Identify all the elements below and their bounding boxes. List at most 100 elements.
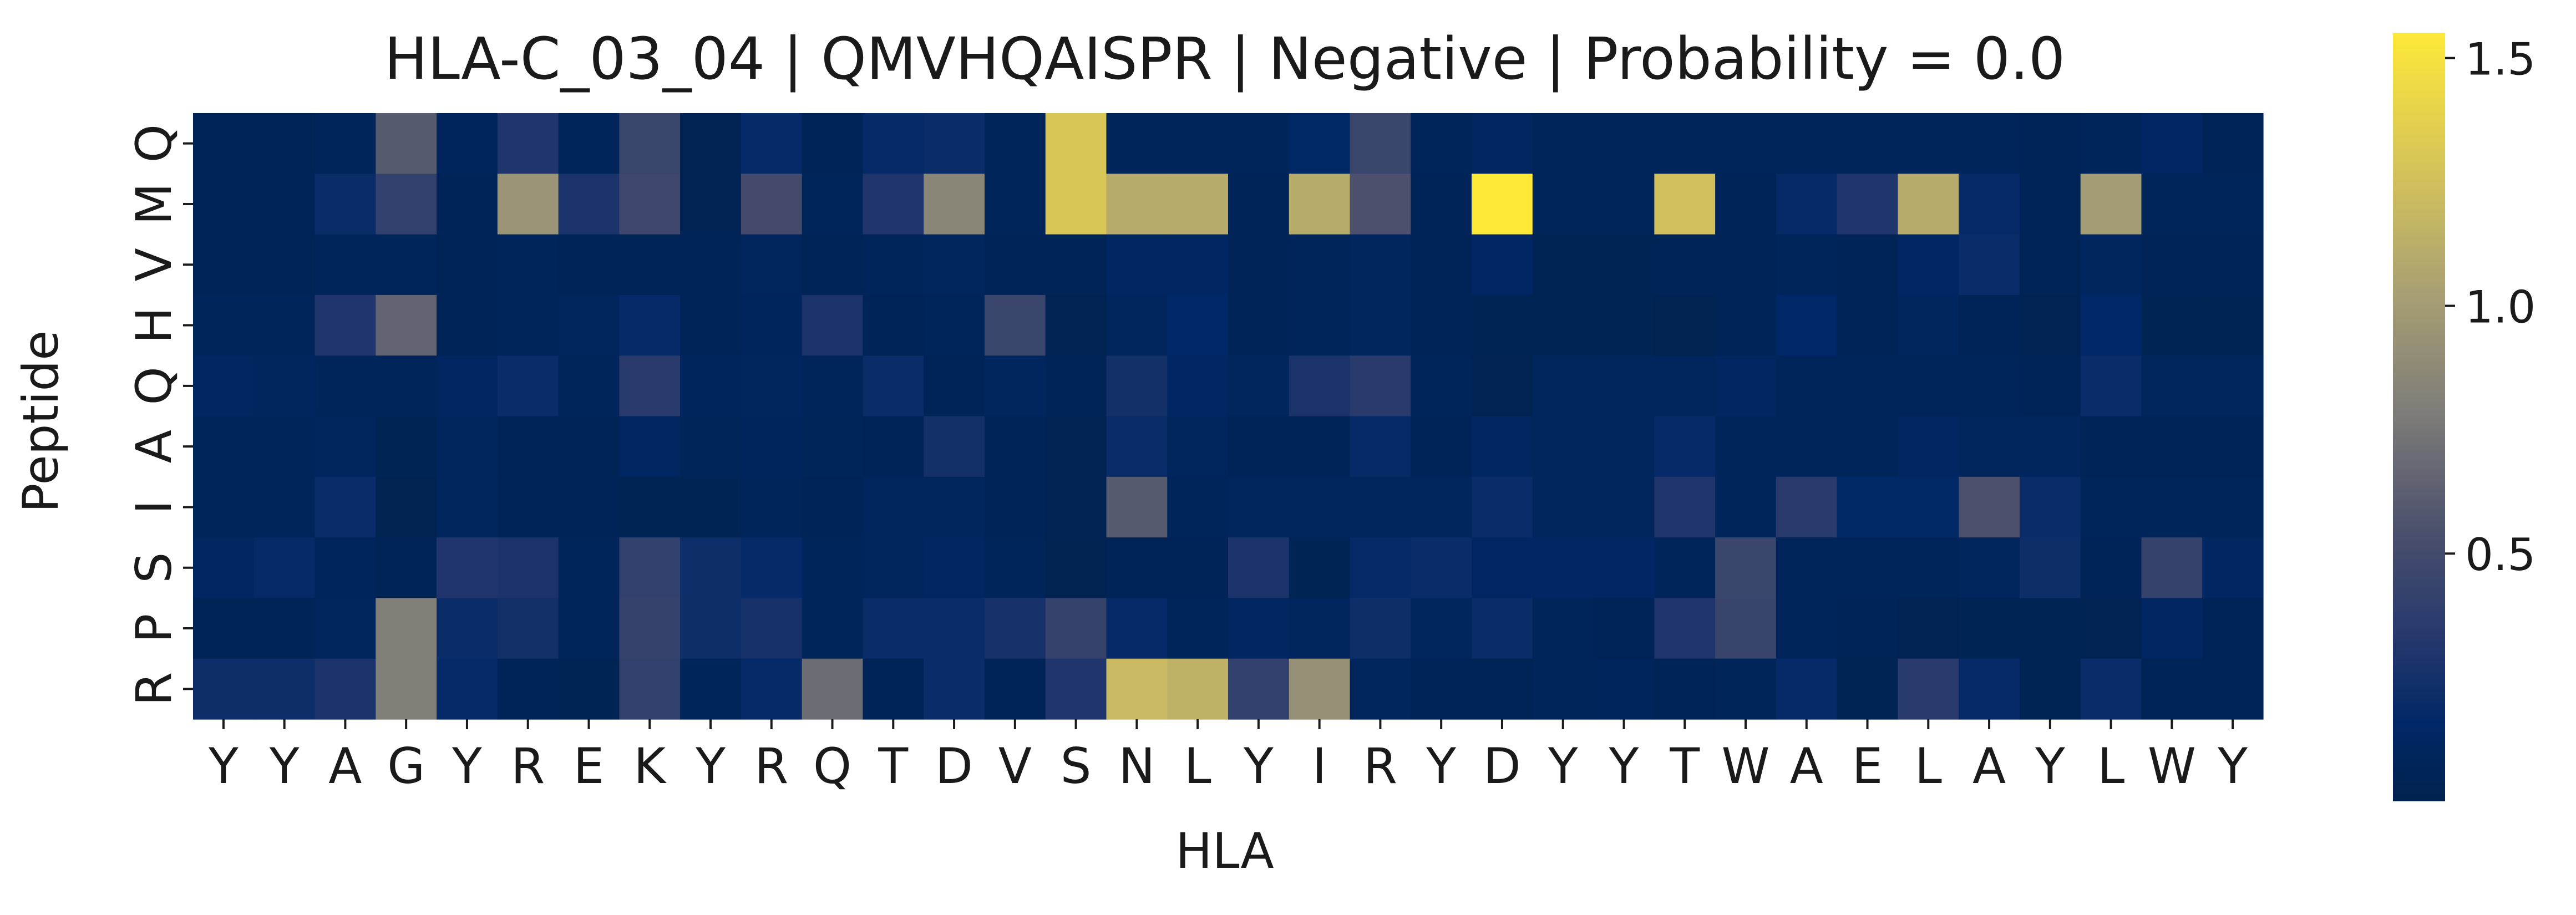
heatmap-cell bbox=[1228, 174, 1290, 235]
heatmap-cell bbox=[984, 355, 1046, 417]
heatmap-cell bbox=[680, 658, 742, 720]
heatmap-cell bbox=[1228, 658, 1290, 720]
heatmap-cell bbox=[680, 416, 742, 477]
x-tick-label: L bbox=[2097, 738, 2124, 795]
heatmap-cell bbox=[1715, 294, 1777, 356]
heatmap-cell bbox=[1228, 355, 1290, 417]
heatmap-cell bbox=[2141, 537, 2203, 598]
heatmap-cell bbox=[1350, 234, 1411, 296]
heatmap-cell bbox=[1837, 234, 1899, 296]
heatmap-cell bbox=[437, 658, 498, 720]
heatmap-cell bbox=[1654, 598, 1716, 659]
heatmap-cell bbox=[680, 113, 742, 174]
heatmap-cell bbox=[253, 416, 316, 477]
heatmap-cell bbox=[2141, 658, 2203, 720]
heatmap-cell bbox=[1837, 294, 1899, 356]
heatmap-cell bbox=[1228, 476, 1290, 538]
heatmap-cell bbox=[984, 416, 1046, 477]
heatmap-cell bbox=[1411, 294, 1472, 356]
heatmap-cell bbox=[1532, 355, 1594, 417]
heatmap-cell bbox=[1106, 234, 1168, 296]
heatmap-cell bbox=[741, 294, 803, 356]
heatmap-cell bbox=[802, 598, 864, 659]
heatmap-cells bbox=[193, 113, 2264, 720]
y-axis-ticks: QMVHQAISPR bbox=[125, 124, 193, 706]
heatmap-cell bbox=[2019, 658, 2081, 720]
heatmap-cell bbox=[680, 598, 742, 659]
heatmap-cell bbox=[437, 476, 498, 538]
heatmap-cell bbox=[1959, 537, 2020, 598]
heatmap-cell bbox=[2202, 416, 2264, 477]
heatmap-cell bbox=[1532, 537, 1594, 598]
heatmap-cell bbox=[802, 537, 864, 598]
x-tick-label: E bbox=[574, 738, 605, 795]
heatmap-cell bbox=[741, 355, 803, 417]
heatmap-cell bbox=[863, 113, 924, 174]
heatmap-cell bbox=[741, 476, 803, 538]
heatmap-cell bbox=[984, 598, 1046, 659]
heatmap-cell bbox=[1411, 598, 1472, 659]
heatmap-cell bbox=[924, 476, 985, 538]
heatmap-cell bbox=[1776, 416, 1838, 477]
heatmap-cell bbox=[1654, 174, 1716, 235]
heatmap-cell bbox=[1106, 416, 1168, 477]
x-tick-label: A bbox=[1972, 738, 2006, 795]
heatmap-cell bbox=[253, 113, 316, 174]
heatmap-cell bbox=[1593, 537, 1655, 598]
heatmap-cell bbox=[2080, 416, 2142, 477]
heatmap-cell bbox=[376, 294, 437, 356]
x-tick-label: R bbox=[754, 738, 788, 795]
x-tick-label: W bbox=[1721, 738, 1769, 795]
heatmap-cell bbox=[315, 416, 376, 477]
heatmap-cell bbox=[1959, 234, 2020, 296]
heatmap-cell bbox=[1350, 537, 1411, 598]
heatmap-cell bbox=[1045, 476, 1107, 538]
heatmap-cell bbox=[315, 234, 376, 296]
x-tick-label: Y bbox=[1426, 738, 1456, 795]
x-tick-label: G bbox=[387, 738, 425, 795]
heatmap-cell bbox=[1532, 598, 1594, 659]
heatmap-cell bbox=[1106, 294, 1168, 356]
colorbar-tick-label: 1.5 bbox=[2465, 34, 2536, 85]
heatmap-cell bbox=[1472, 658, 1533, 720]
heatmap-cell bbox=[1898, 355, 1959, 417]
x-tick-label: Y bbox=[1609, 738, 1639, 795]
heatmap-cell bbox=[315, 113, 376, 174]
heatmap-cell bbox=[2019, 113, 2081, 174]
x-tick-label: A bbox=[1790, 738, 1823, 795]
heatmap-cell bbox=[741, 416, 803, 477]
heatmap-cell bbox=[497, 598, 559, 659]
heatmap-cell bbox=[2019, 416, 2081, 477]
heatmap-cell bbox=[193, 355, 255, 417]
heatmap-cell bbox=[1715, 174, 1777, 235]
heatmap-cell bbox=[376, 476, 437, 538]
x-tick-label: Y bbox=[695, 738, 726, 795]
heatmap-cell bbox=[1167, 113, 1229, 174]
heatmap-cell bbox=[1715, 416, 1777, 477]
heatmap-cell bbox=[1776, 113, 1838, 174]
heatmap-cell bbox=[1532, 113, 1594, 174]
heatmap-cell bbox=[1715, 537, 1777, 598]
heatmap-cell bbox=[1959, 658, 2020, 720]
x-tick-label: Y bbox=[1243, 738, 1274, 795]
heatmap-cell bbox=[376, 234, 437, 296]
heatmap-cell bbox=[193, 658, 255, 720]
heatmap-cell bbox=[2080, 598, 2142, 659]
heatmap-cell bbox=[376, 598, 437, 659]
heatmap-cell bbox=[1715, 476, 1777, 538]
heatmap-cell bbox=[437, 113, 498, 174]
heatmap-cell bbox=[741, 537, 803, 598]
y-tick-label: I bbox=[125, 500, 182, 514]
heatmap-cell bbox=[619, 174, 681, 235]
heatmap-cell bbox=[1898, 234, 1959, 296]
heatmap-cell bbox=[1472, 234, 1533, 296]
heatmap-cell bbox=[1045, 416, 1107, 477]
y-tick-label: Q bbox=[125, 367, 182, 405]
heatmap-cell bbox=[1776, 537, 1838, 598]
heatmap-cell bbox=[253, 294, 316, 356]
heatmap-cell bbox=[924, 234, 985, 296]
heatmap-cell bbox=[863, 598, 924, 659]
heatmap-cell bbox=[1837, 537, 1899, 598]
heatmap-cell bbox=[1593, 598, 1655, 659]
